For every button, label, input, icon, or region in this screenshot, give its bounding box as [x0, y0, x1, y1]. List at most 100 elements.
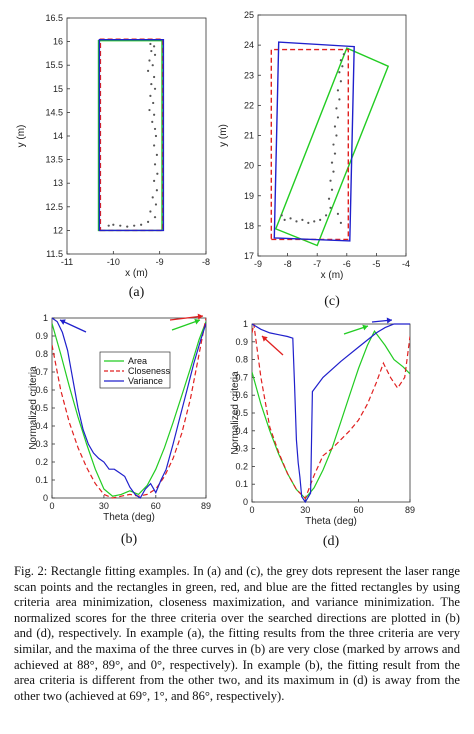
scan-point — [126, 225, 129, 228]
scan-point — [153, 216, 157, 219]
x-tick-label: -5 — [372, 259, 380, 269]
panel-label: (a) — [129, 285, 145, 300]
y-tick-label: 0 — [43, 493, 48, 503]
scan-point — [149, 94, 152, 97]
x-tick-label: -8 — [284, 259, 292, 269]
scan-point — [153, 113, 156, 116]
scan-point — [151, 64, 154, 67]
x-tick-label: -7 — [313, 259, 321, 269]
scan-point — [150, 49, 153, 53]
scan-point — [154, 134, 158, 138]
maximum-arrow-head — [362, 324, 368, 331]
scan-point — [339, 59, 342, 62]
scan-point — [342, 53, 345, 56]
y-tick-label: 0.6 — [35, 385, 48, 395]
plot-area — [270, 41, 390, 247]
y-axis-label: y (m) — [218, 124, 229, 147]
scan-point — [155, 153, 158, 156]
x-tick-label: -6 — [343, 259, 351, 269]
scan-point — [107, 224, 110, 227]
x-tick-label: 60 — [354, 505, 364, 515]
y-tick-label: 0.2 — [235, 461, 248, 471]
maximum-arrow-head — [386, 317, 392, 324]
series-line-variance — [52, 317, 206, 499]
y-tick-label: 0.8 — [35, 349, 48, 359]
scan-point — [330, 188, 334, 191]
y-tick-label: 0.5 — [35, 403, 48, 413]
legend-label: Closeness — [128, 366, 171, 376]
x-axis-label: x (m) — [321, 270, 344, 281]
x-tick-label: 0 — [249, 505, 254, 515]
x-tick-label: -8 — [202, 257, 210, 267]
y-tick-label: 0.1 — [235, 479, 248, 489]
x-tick-label: -11 — [61, 257, 73, 267]
y-tick-label: 13 — [53, 178, 63, 188]
scan-point — [339, 80, 342, 83]
y-tick-label: 23 — [244, 70, 254, 80]
y-tick-label: 0.7 — [235, 372, 248, 382]
y-tick-label: 0.6 — [235, 390, 248, 400]
scan-point — [333, 125, 337, 128]
y-tick-label: 12 — [53, 225, 63, 235]
y-tick-label: 19 — [244, 191, 254, 201]
scan-point — [283, 218, 286, 221]
rectangle-variance — [98, 39, 165, 232]
y-tick-label: 17 — [244, 251, 254, 261]
rectangle-area — [274, 47, 390, 247]
panel-label: (c) — [324, 294, 340, 309]
scan-point — [338, 98, 341, 101]
scan-point — [338, 71, 341, 74]
x-tick-label: -4 — [402, 259, 410, 269]
scan-point — [146, 220, 150, 224]
series-line-variance — [252, 323, 410, 504]
x-axis-label: Theta (deg) — [305, 516, 357, 527]
scan-point — [140, 223, 143, 226]
y-tick-label: 0.1 — [35, 475, 48, 485]
series-line-area — [252, 329, 410, 500]
y-tick-label: 21 — [244, 131, 254, 141]
panel-c: -9 -8 -7 -6 -5 -4 17 18 19 20 21 22 23 24 25 x (m) y (m)… — [218, 10, 410, 309]
scan-point — [336, 116, 340, 119]
maximum-arrow-head — [197, 313, 203, 320]
x-tick-label: 60 — [151, 501, 161, 511]
y-tick-label: 16.5 — [45, 13, 63, 23]
scan-point — [148, 59, 151, 62]
scan-point — [153, 127, 157, 131]
scan-point — [289, 217, 292, 220]
y-tick-label: 11.5 — [46, 249, 63, 259]
panel-d: 0 30 60 89 0 0.1 0.2 0.3 0.4 0.5 0.6 0.7 0.8 0.9 1 Thet… — [230, 317, 415, 549]
y-tick-label: 0.8 — [235, 355, 248, 365]
maximum-arrow — [169, 315, 204, 321]
scan-point — [153, 179, 156, 182]
scan-point — [155, 189, 158, 192]
x-tick-label: -10 — [107, 257, 120, 267]
scan-point — [319, 218, 322, 221]
legend-label: Area — [128, 356, 147, 366]
scan-point — [327, 197, 331, 200]
scan-point — [301, 218, 304, 221]
y-axis-label: Normalized criteria — [230, 371, 241, 455]
y-tick-label: 0.9 — [35, 331, 48, 341]
rectangle-area — [97, 40, 163, 232]
maximum-arrow-head — [60, 319, 66, 325]
legend-box — [99, 351, 171, 389]
x-tick-label: -9 — [156, 257, 164, 267]
x-tick-label: 89 — [201, 501, 211, 511]
y-tick-label: 0.9 — [235, 337, 248, 347]
y-tick-label: 0.2 — [35, 457, 48, 467]
scan-point — [146, 69, 150, 72]
scan-point — [333, 152, 337, 155]
scan-point — [280, 214, 283, 217]
scan-point — [324, 214, 328, 217]
x-axis-label: Theta (deg) — [103, 512, 155, 523]
series-line-area — [52, 321, 206, 497]
scan-point — [152, 101, 155, 105]
plot-area — [252, 323, 410, 504]
scan-point — [149, 210, 152, 213]
scan-point — [149, 42, 152, 46]
x-tick-label: 0 — [49, 501, 54, 511]
y-tick-label: 0.7 — [35, 367, 48, 377]
figure-caption: Fig. 2: Rectangle fitting examples. In (… — [14, 564, 460, 703]
figure-canvas: -11 -10 -9 -811.51212.51313.51414.51515.516… — [16, 10, 415, 549]
panel-b: 0 30 60 89 0 0.1 0.2 0.3 0.4 0.5 0.6 0.7 0.8 0.9 1 Thet… — [28, 313, 211, 547]
